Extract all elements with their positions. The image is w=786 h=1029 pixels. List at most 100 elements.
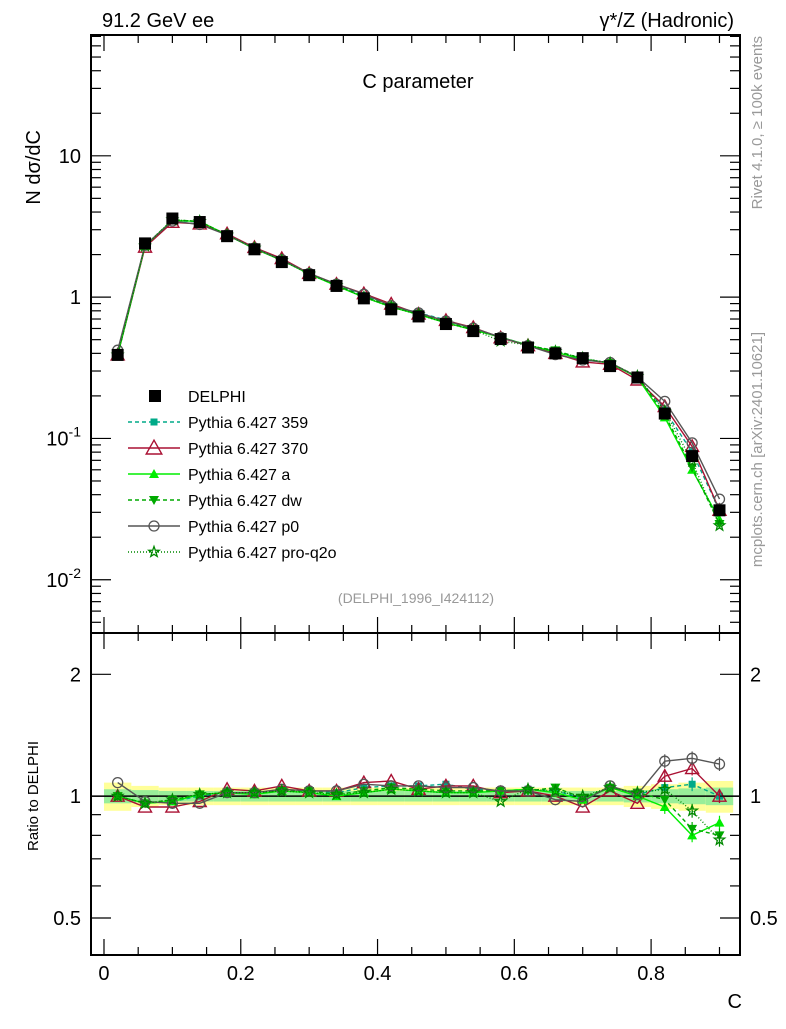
marker-circle-open (148, 520, 160, 532)
marker-star (438, 785, 453, 799)
legend-item-delphi: DELPHI (149, 389, 246, 406)
ratio-frame (90, 632, 741, 956)
marker-triangle-down (687, 824, 698, 834)
marker-star (493, 794, 508, 808)
marker-star (685, 803, 700, 817)
legend-item-5: Pythia 6.427 pro-q2o (128, 544, 337, 562)
marker-triangle-down (149, 496, 159, 505)
marker-star (146, 544, 162, 558)
marker-square (713, 504, 726, 517)
x-tick-label: 0 (98, 963, 109, 985)
marker-triangle-down (550, 783, 561, 793)
marker-star (603, 780, 618, 794)
marker-triangle (714, 817, 725, 827)
main-plot (109, 212, 728, 532)
ratio-series-5 (110, 780, 727, 847)
marker-star (137, 795, 153, 810)
series-4 (112, 215, 726, 505)
marker-star (712, 518, 727, 532)
ratio-series-line (117, 786, 721, 841)
series-line (117, 219, 721, 526)
ratio-y-tick-label-left: 0.5 (53, 908, 81, 930)
marker-star (110, 788, 125, 803)
marker-star (657, 781, 672, 796)
ratio-y-tick-label-right: 2 (750, 664, 761, 686)
marker-square (658, 407, 671, 420)
ratio-y-axis-label: Ratio to DELPHI (25, 741, 42, 851)
legend-label: Pythia 6.427 dw (188, 493, 302, 510)
marker-circle-open (358, 778, 370, 790)
marker-star (548, 783, 563, 797)
marker-square (139, 237, 152, 250)
marker-square (412, 310, 425, 323)
header-left: 91.2 GeV ee (102, 10, 214, 32)
marker-triangle (149, 469, 159, 478)
legend-item-1: Pythia 6.427 370 (128, 438, 308, 458)
x-tick-label: 0.4 (364, 963, 392, 985)
ratio-y-tick-label-right: 1 (750, 786, 761, 808)
ratio-plot (91, 751, 740, 847)
legend-item-0: Pythia 6.427 359 (128, 415, 308, 432)
marker-square (631, 371, 644, 384)
marker-square (442, 780, 450, 788)
marker-star (466, 785, 481, 799)
legend: DELPHI Pythia 6.427 359 Pythia 6.427 370 Py… (128, 389, 337, 562)
marker-square (275, 256, 288, 269)
axes: 0 0.2 0.4 0.6 0.8 10 1 10-1 10-2 2 2 1 1 0.5 0.5 (46, 34, 778, 985)
x-tick-label: 0.8 (637, 963, 665, 985)
marker-circle-open (166, 797, 179, 809)
marker-circle-open (686, 437, 698, 449)
header-right: γ*/Z (Hadronic) (600, 10, 734, 32)
marker-circle-open (112, 776, 124, 789)
x-tick-label: 0.6 (500, 963, 528, 985)
marker-square (193, 216, 206, 229)
marker-square (494, 333, 507, 346)
main-frame (90, 34, 741, 634)
marker-square (467, 325, 480, 338)
marker-star (329, 786, 344, 801)
marker-triangle-down (440, 786, 451, 796)
marker-star (192, 787, 207, 801)
marker-triangle-open (711, 788, 728, 802)
y-tick-label: 1 (70, 287, 81, 309)
marker-square (166, 212, 179, 225)
legend-label: Pythia 6.427 p0 (188, 519, 299, 536)
marker-star (356, 785, 371, 799)
marker-star (302, 785, 317, 799)
legend-label: Pythia 6.427 359 (188, 415, 308, 432)
marker-square (549, 347, 562, 360)
marker-star (247, 785, 262, 799)
ratio-y-tick-label-right: 0.5 (750, 908, 778, 930)
marker-square (111, 348, 124, 361)
marker-triangle-open (145, 438, 163, 455)
marker-square (357, 292, 370, 305)
x-tick-label: 0.2 (227, 963, 255, 985)
legend-item-3: Pythia 6.427 dw (128, 493, 302, 510)
marker-circle-open (549, 794, 562, 806)
marker-star (220, 785, 235, 799)
chart-title: C parameter (362, 71, 473, 93)
marker-star (165, 792, 180, 806)
marker-square (221, 230, 234, 243)
marker-star (630, 785, 645, 799)
marker-square (303, 269, 316, 282)
y-axis-label: N dσ/dC (23, 130, 45, 205)
marker-square (686, 450, 699, 463)
marker-square (688, 780, 696, 788)
y-tick-label: 10-1 (46, 423, 81, 450)
marker-triangle-open (575, 799, 591, 813)
marker-square (385, 303, 398, 316)
analysis-id: (DELPHI_1996_I424112) (338, 590, 494, 606)
marker-square (604, 360, 617, 373)
marker-star (575, 788, 590, 803)
marker-circle-open (686, 752, 698, 764)
marker-star (384, 781, 399, 796)
marker-square (576, 352, 589, 365)
marker-circle-open (659, 755, 671, 767)
marker-circle-open (713, 758, 726, 770)
marker-square (330, 279, 343, 292)
marker-circle-open (631, 788, 644, 801)
marker-triangle-open (657, 768, 673, 782)
marker-star (274, 783, 289, 797)
marker-triangle-open (684, 760, 700, 775)
